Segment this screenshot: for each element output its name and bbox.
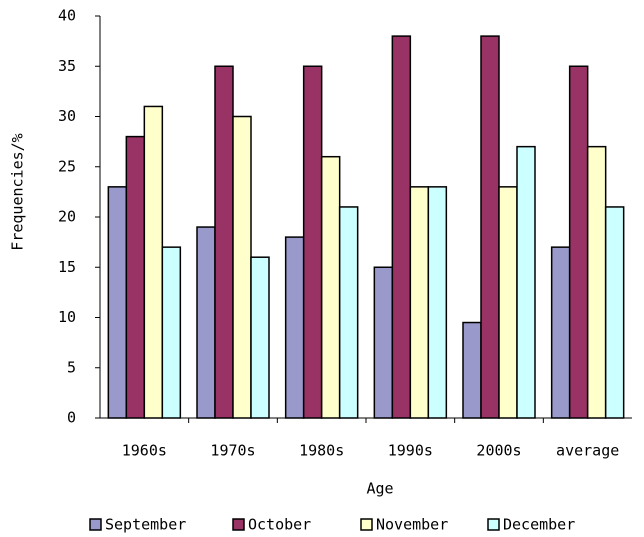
legend-label: November <box>376 516 448 534</box>
bar <box>409 186 430 419</box>
bar <box>143 105 164 419</box>
y-axis-label: Frequencies/% <box>9 133 27 250</box>
x-tick-label: 2000s <box>476 442 521 460</box>
x-axis-label: Age <box>366 480 393 498</box>
bar <box>586 145 607 419</box>
bar <box>498 186 518 419</box>
y-tick-label: 0 <box>67 409 76 427</box>
legend-swatch <box>89 518 102 531</box>
bar <box>480 35 500 419</box>
y-tick-label: 20 <box>58 208 76 226</box>
y-tick-label: 40 <box>58 7 76 25</box>
y-tick-label: 25 <box>58 157 76 175</box>
x-tick-label: average <box>556 442 619 460</box>
x-tick-label: 1980s <box>299 442 344 460</box>
y-tick-label: 15 <box>58 258 76 276</box>
bar <box>391 35 412 419</box>
legend-label: September <box>105 516 186 534</box>
x-tick-label: 1970s <box>210 442 255 460</box>
bar <box>232 115 252 419</box>
bar <box>427 186 448 419</box>
bar <box>338 206 359 419</box>
bar <box>604 206 625 419</box>
bar <box>107 186 128 419</box>
x-tick-label: 1990s <box>388 442 433 460</box>
y-tick-label: 30 <box>58 107 76 125</box>
y-tick-label: 10 <box>58 308 76 326</box>
bar <box>284 236 305 419</box>
legend-swatch <box>360 518 373 531</box>
x-tick-label: 1960s <box>122 442 167 460</box>
bar <box>568 65 589 419</box>
y-tick-label: 35 <box>58 57 76 75</box>
y-tick-label: 5 <box>67 358 76 376</box>
bar <box>320 155 341 419</box>
legend-label: October <box>248 516 311 534</box>
legend-swatch <box>487 518 500 531</box>
bar <box>550 246 571 419</box>
bar <box>196 226 216 419</box>
bar <box>373 266 394 419</box>
bar <box>214 65 234 419</box>
bar <box>125 135 146 419</box>
legend-label: December <box>503 516 575 534</box>
legend-swatch <box>232 518 245 531</box>
bar <box>302 65 323 419</box>
bar <box>161 246 182 419</box>
bar <box>250 256 270 419</box>
bar <box>516 145 536 419</box>
bar <box>462 321 482 419</box>
